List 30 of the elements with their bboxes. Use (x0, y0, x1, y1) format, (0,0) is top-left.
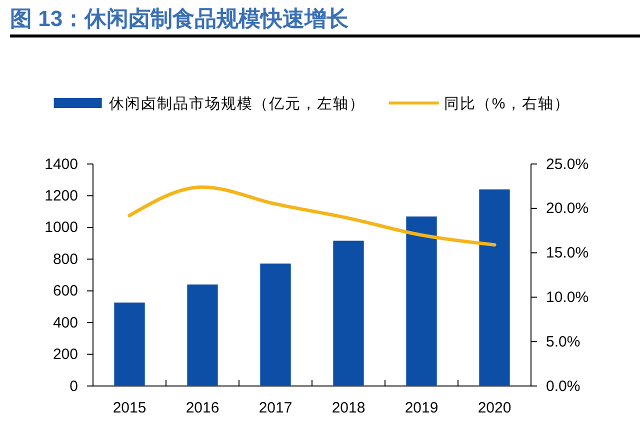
y2-tick-label: 5.0% (546, 333, 580, 350)
legend-label: 同比（%，右轴） (444, 95, 570, 112)
line-series (128, 185, 496, 247)
y-tick-label: 1000 (44, 219, 78, 236)
x-tick-label: 2018 (332, 399, 366, 416)
x-tick-label: 2016 (186, 399, 220, 416)
bar (114, 302, 145, 386)
x-tick-label: 2019 (404, 399, 438, 416)
bar (479, 189, 510, 386)
y-tick-label: 400 (52, 314, 78, 332)
y-tick-label: 600 (52, 282, 78, 300)
bar (260, 264, 291, 386)
y-tick-label: 1400 (44, 156, 78, 173)
y-tick-label: 800 (52, 250, 78, 268)
x-tick-label: 2015 (112, 399, 146, 416)
y2-tick-label: 25.0% (546, 156, 589, 173)
y-tick-label: 200 (52, 346, 78, 364)
y-tick-label: 1200 (44, 188, 78, 205)
y2-tick-label: 0.0% (546, 378, 580, 395)
y-tick-label: 0 (70, 378, 78, 395)
y2-tick-label: 20.0% (546, 200, 589, 218)
x-tick-label: 2017 (258, 399, 292, 416)
legend-label: 休闲卤制品市场规模（亿元，左轴） (108, 95, 365, 112)
x-tick-label: 2020 (478, 399, 512, 416)
bar (333, 240, 364, 386)
chart-title: 图 13：休闲卤制食品规模快速增长 (10, 6, 350, 31)
bar (406, 216, 437, 386)
y2-tick-label: 10.0% (546, 289, 589, 306)
y2-tick-label: 15.0% (546, 244, 589, 262)
bar (187, 284, 218, 386)
